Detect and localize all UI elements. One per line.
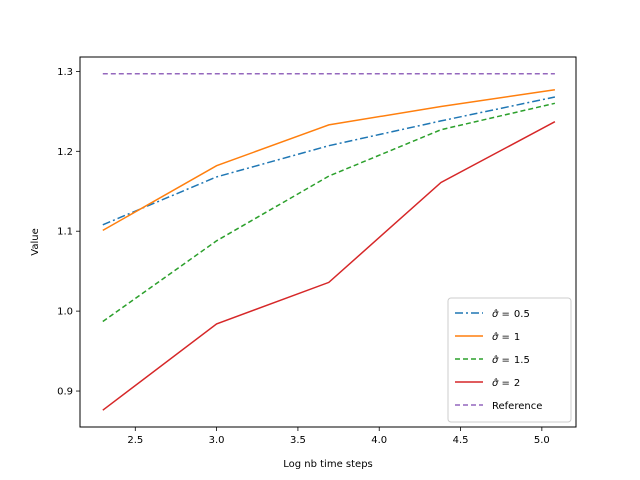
legend-item: Reference — [455, 401, 542, 412]
x-tick-label: 4.5 — [453, 435, 469, 446]
series-line-0 — [102, 96, 556, 226]
y-axis-label: Value — [30, 228, 41, 255]
plot-frame — [79, 56, 577, 428]
y-tick-label: 1.0 — [57, 307, 73, 318]
legend-box — [447, 297, 572, 423]
x-axis-label: Log nb time steps — [283, 459, 373, 470]
legend-label-value: 1 — [514, 332, 520, 343]
y-tick-label: 1.3 — [57, 67, 73, 78]
series-line-3 — [102, 121, 556, 411]
legend-item: σ̂ = 1 — [455, 331, 520, 343]
legend-label-prefix: σ̂ = — [492, 331, 510, 343]
legend-item: σ̂ = 2 — [455, 377, 520, 389]
x-tick-label: 3.5 — [290, 435, 306, 446]
x-tick-label: 5.0 — [534, 435, 550, 446]
series-line-2 — [102, 102, 556, 323]
plot-area — [102, 73, 556, 411]
legend-label-value: 1.5 — [514, 355, 530, 366]
legend-label: σ̂ = 0.5 — [492, 308, 530, 320]
legend-item: σ̂ = 1.5 — [455, 354, 530, 366]
x-tick-label: 2.5 — [127, 435, 143, 446]
series-line-1 — [102, 89, 556, 232]
legend-label-value: 0.5 — [514, 309, 530, 320]
legend-label-value: 2 — [514, 378, 520, 389]
legend-label-prefix: σ̂ = — [492, 354, 510, 366]
legend-label: σ̂ = 2 — [492, 377, 520, 389]
x-tick-label: 3.0 — [209, 435, 225, 446]
x-tick-label: 4.0 — [371, 435, 387, 446]
y-tick-label: 0.9 — [57, 387, 73, 398]
legend-item: σ̂ = 0.5 — [455, 308, 530, 320]
legend-label-prefix: σ̂ = — [492, 308, 510, 320]
legend: σ̂ = 0.5 σ̂ = 1 σ̂ = 1.5 σ̂ = 2 Reference — [447, 297, 572, 423]
legend-label-prefix: σ̂ = — [492, 377, 510, 389]
legend-label: Reference — [492, 401, 542, 412]
y-tick-label: 1.1 — [57, 227, 73, 238]
y-axis: 0.9 1.0 1.1 1.2 1.3 — [57, 67, 80, 398]
y-tick-label: 1.2 — [57, 147, 73, 158]
x-axis: 2.5 3.0 3.5 4.0 4.5 5.0 — [127, 427, 550, 446]
legend-label: σ̂ = 1.5 — [492, 354, 530, 366]
legend-label: σ̂ = 1 — [492, 331, 520, 343]
